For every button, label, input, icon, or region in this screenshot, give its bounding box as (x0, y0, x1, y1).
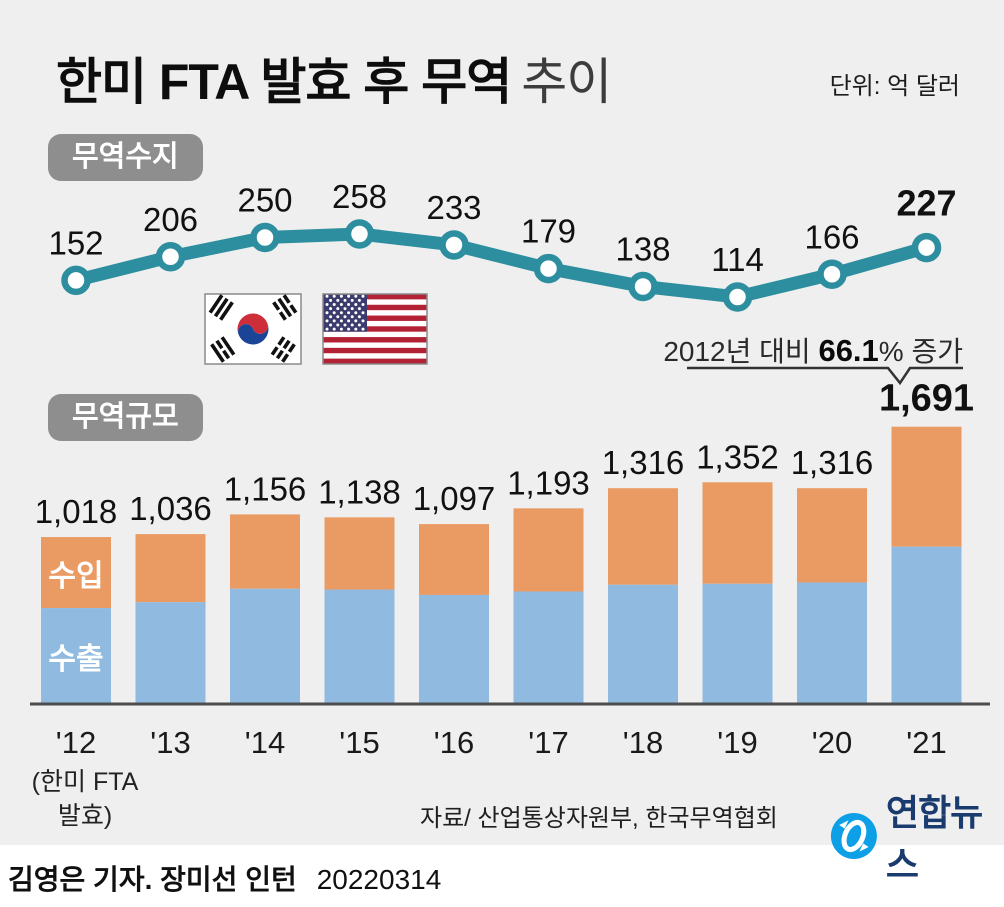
x-axis-label: '20 (812, 725, 852, 760)
volume-bar-exports (230, 588, 300, 704)
page-title: 한미 FTA 발효 후 무역 추이 (56, 42, 612, 114)
volume-bar-imports (419, 524, 489, 595)
balance-point (722, 282, 753, 312)
balance-value-label: 166 (804, 218, 859, 255)
volume-bar-exports (608, 584, 678, 704)
volume-bar-exports (135, 602, 206, 704)
balance-point (533, 253, 564, 284)
usa-flag-icon (322, 293, 428, 365)
x-axis-label: '16 (434, 725, 474, 760)
volume-bar-imports (608, 488, 678, 585)
volume-total-label: 1,316 (791, 444, 874, 481)
x-axis-label: '19 (717, 725, 757, 760)
growth-annotation-post: % 증가 (878, 336, 963, 367)
volume-total-label: 1,018 (35, 493, 118, 530)
balance-point (155, 242, 186, 272)
balance-line (69, 227, 933, 304)
fta-effective-note: (한미 FTA 발효) (10, 766, 160, 834)
volume-bar-exports (419, 594, 489, 704)
unit-label: 단위: 억 달러 (829, 73, 960, 100)
x-axis-label: '21 (906, 725, 946, 760)
volume-bar-imports (135, 534, 206, 603)
volume-bar-exports (702, 583, 773, 704)
volume-total-label: 1,036 (129, 490, 212, 527)
growth-annotation-pre: 2012년 대비 (663, 336, 819, 367)
exports-legend-label: 수출 (48, 643, 103, 676)
balance-point (439, 230, 469, 260)
volume-bar-imports (702, 482, 773, 584)
volume-bar-exports (513, 591, 584, 704)
volume-bar-imports (230, 514, 300, 589)
volume-bar-imports (513, 508, 584, 592)
balance-value-label: 152 (48, 224, 103, 261)
balance-point (911, 232, 942, 263)
balance-value-label: 258 (332, 178, 387, 215)
volume-bar-exports (41, 608, 111, 704)
volume-bar-imports (41, 537, 111, 609)
x-axis-label: '18 (623, 725, 663, 760)
volume-bar-exports (891, 546, 962, 704)
balance-value-label: 114 (711, 241, 764, 278)
yonhap-logo: 연합뉴스 (830, 784, 1004, 888)
balance-point (628, 271, 658, 302)
growth-annotation: 2012년 대비 66.1% 증가 (663, 330, 963, 370)
source-label: 자료/ 산업통상자원부, 한국무역협회 (420, 805, 778, 832)
byline-names: 김영은 기자. 장미선 인턴 (8, 864, 297, 895)
fta-effective-note-line1: (한미 FTA (31, 768, 139, 796)
volume-total-label: 1,138 (318, 473, 401, 510)
growth-annotation-value: 66.1 (818, 333, 879, 368)
page-title-sub: 추이 (521, 54, 612, 110)
volume-bar-imports (797, 488, 867, 583)
balance-point (817, 259, 847, 289)
balance-value-label: 179 (521, 213, 576, 250)
balance-point (344, 219, 375, 249)
fta-effective-note-line2: 발효) (57, 801, 113, 830)
trade-volume-badge: 무역규모 (48, 394, 203, 441)
volume-bar-exports (324, 589, 395, 704)
volume-bar-imports (891, 426, 962, 547)
x-axis-label: '15 (339, 725, 379, 760)
x-axis-label: '17 (528, 725, 568, 760)
balance-point (61, 265, 91, 296)
footer-strip (0, 845, 1004, 907)
balance-value-label: 250 (237, 182, 292, 219)
volume-bar-exports (797, 582, 867, 704)
x-axis-label: '13 (150, 725, 190, 760)
balance-value-label: 138 (615, 231, 670, 268)
page-title-main: 한미 FTA 발효 후 무역 (56, 54, 512, 110)
yonhap-logo-text: 연합뉴스 (885, 792, 983, 885)
balance-value-label: 227 (896, 183, 956, 224)
x-axis-label: '14 (245, 725, 285, 760)
trade-balance-badge: 무역수지 (48, 134, 203, 181)
volume-total-label: 1,316 (602, 444, 685, 481)
annotation-callout-line (687, 366, 963, 386)
volume-total-label: 1,097 (413, 480, 496, 517)
volume-total-label: 1,691 (879, 378, 974, 420)
volume-bar-imports (324, 517, 395, 590)
yonhap-logo-icon (830, 813, 877, 859)
balance-value-label: 233 (426, 189, 481, 226)
volume-total-label: 1,352 (696, 438, 779, 475)
balance-value-label: 206 (143, 201, 198, 238)
korea-flag-icon (204, 293, 302, 365)
volume-total-label: 1,193 (507, 464, 590, 501)
imports-legend-label: 수입 (48, 560, 103, 593)
byline: 김영은 기자. 장미선 인턴 20220314 (8, 858, 441, 898)
volume-total-label: 1,156 (224, 470, 307, 507)
balance-point (250, 222, 280, 253)
x-axis-label: '12 (56, 725, 96, 760)
byline-date: 20220314 (316, 864, 442, 895)
